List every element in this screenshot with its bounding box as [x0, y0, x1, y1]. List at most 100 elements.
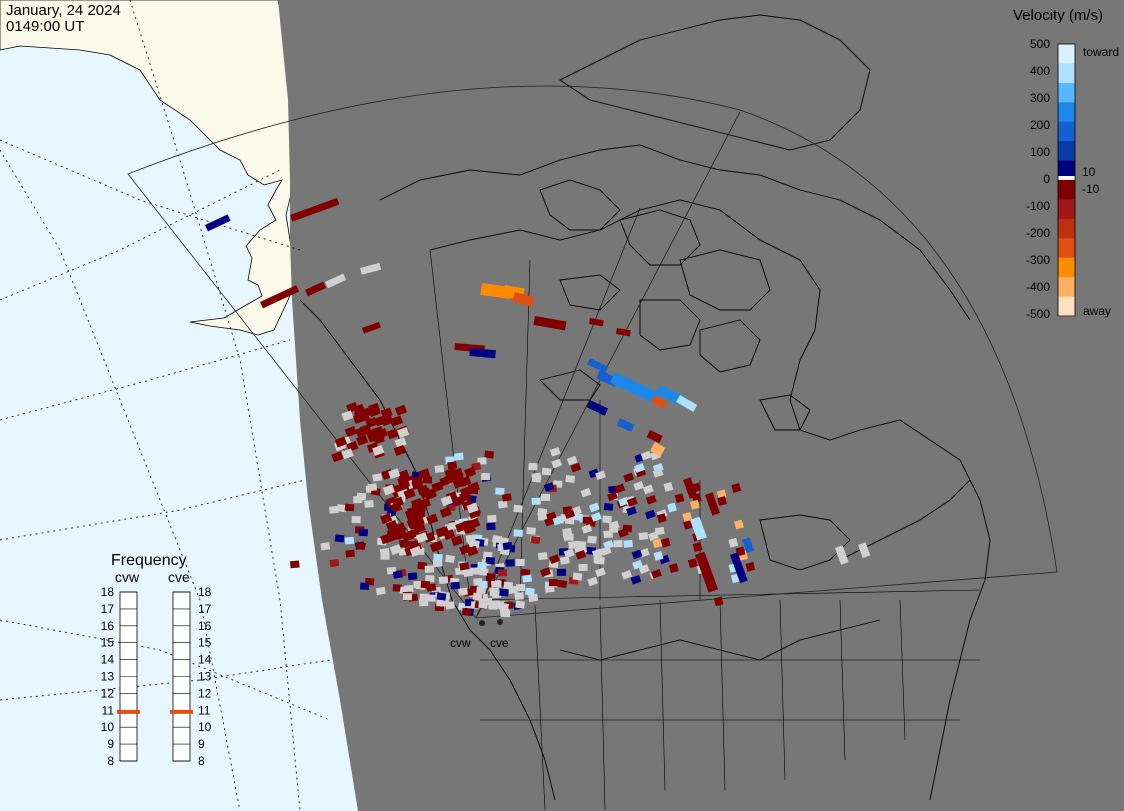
velocity-cell	[651, 569, 662, 579]
velocity-cell	[570, 462, 582, 473]
velocity-cell	[615, 328, 631, 337]
colorbar-segment	[1058, 63, 1075, 84]
velocity-cell	[388, 468, 401, 480]
velocity-cell	[410, 498, 424, 509]
velocity-cell	[418, 598, 429, 607]
velocity-cell	[675, 395, 698, 412]
legend-away-label: away	[1083, 304, 1111, 318]
coastlines	[299, 14, 991, 801]
velocity-cell	[344, 426, 357, 437]
frequency-tick-label: 18	[198, 585, 212, 599]
velocity-cell	[329, 505, 339, 514]
colorbar-tick-label: 100	[1030, 145, 1050, 159]
velocity-cell	[600, 546, 612, 556]
velocity-cell	[344, 536, 355, 545]
velocity-cell	[587, 535, 597, 544]
colorbar-segment	[1058, 44, 1075, 64]
velocity-cell	[603, 502, 614, 511]
velocity-cell	[531, 472, 542, 481]
velocity-cell	[336, 504, 347, 513]
velocity-cell	[443, 529, 456, 541]
velocity-cell	[355, 426, 368, 438]
frequency-tick-label: 15	[198, 636, 212, 650]
velocity-cell	[464, 466, 477, 478]
frequency-tick-label: 16	[101, 619, 115, 633]
velocity-cell	[459, 475, 472, 487]
velocity-cell	[485, 572, 496, 582]
velocity-cell	[393, 522, 406, 534]
velocity-cell	[403, 488, 416, 500]
velocity-cell	[455, 521, 468, 533]
velocity-cell	[514, 592, 525, 601]
colorbar-segment	[1058, 199, 1075, 220]
velocity-cell	[499, 588, 509, 597]
velocity-cell	[355, 541, 366, 551]
velocity-cell	[503, 581, 514, 590]
velocity-cell	[642, 484, 654, 495]
velocity-cell	[372, 473, 383, 482]
velocity-cell	[621, 569, 633, 580]
velocity-cell	[522, 574, 533, 583]
velocity-cell	[407, 572, 418, 581]
velocity-cell	[692, 542, 703, 552]
velocity-cell	[652, 538, 663, 549]
velocity-cell	[613, 539, 623, 548]
velocity-cell	[638, 564, 650, 574]
velocity-cell	[478, 600, 488, 609]
velocity-cell	[516, 584, 526, 592]
velocity-cell	[564, 509, 576, 519]
velocity-cell	[489, 586, 499, 595]
colorbar-zero-band	[1058, 176, 1075, 180]
velocity-cell	[305, 281, 327, 297]
velocity-cell	[717, 496, 727, 506]
velocity-cell	[531, 497, 541, 506]
velocity-cell	[358, 407, 371, 419]
velocity-cell	[390, 501, 403, 513]
velocity-cell	[563, 548, 575, 559]
velocity-cell	[578, 563, 588, 572]
colorbar-frame	[1057, 43, 1076, 317]
velocity-cell	[204, 214, 231, 232]
frequency-tick-label: 18	[101, 585, 115, 599]
velocity-cell	[423, 489, 437, 501]
velocity-cell	[401, 531, 415, 542]
velocity-cell	[650, 441, 666, 457]
velocity-cell	[367, 402, 381, 414]
frequency-panel: Frequency cvw cve 1817161514131211109818…	[101, 552, 212, 768]
velocity-cell	[580, 487, 592, 498]
velocity-cell	[392, 584, 403, 592]
velocity-cell	[415, 532, 428, 544]
velocity-cell	[653, 551, 664, 561]
velocity-cell	[731, 483, 742, 493]
velocity-cell	[380, 415, 394, 426]
velocity-cell	[450, 581, 460, 590]
velocity-cell	[498, 602, 509, 611]
velocity-cell	[386, 428, 399, 440]
velocity-cell	[459, 561, 470, 571]
frequency-tick-label: 13	[198, 670, 212, 684]
velocity-cell	[436, 592, 447, 601]
velocity-cell	[366, 428, 379, 440]
velocity-cell	[484, 450, 495, 459]
velocity-cell	[617, 528, 629, 538]
colorbar-segment	[1058, 141, 1075, 162]
colorbar-tick-label: -500	[1026, 307, 1050, 321]
colorbar-segment	[1058, 160, 1075, 181]
velocity-cell	[356, 434, 369, 446]
colorbar-segment	[1058, 180, 1075, 200]
velocity-cell	[562, 531, 574, 542]
velocity-cell	[663, 481, 674, 492]
velocity-cell	[586, 400, 609, 416]
velocity-cell	[556, 568, 567, 576]
velocity-cell	[439, 506, 452, 518]
velocity-cell	[552, 515, 564, 526]
velocity-cell	[595, 556, 605, 565]
site-marker-cve	[497, 619, 503, 625]
colorbar-tick-label: 200	[1030, 118, 1050, 132]
velocity-cell	[334, 436, 348, 448]
colorbar-tick-label: 500	[1030, 37, 1050, 51]
velocity-cell	[485, 556, 495, 565]
velocity-cell	[453, 452, 464, 461]
velocity-cell	[728, 537, 739, 548]
velocity-cell	[683, 519, 693, 530]
